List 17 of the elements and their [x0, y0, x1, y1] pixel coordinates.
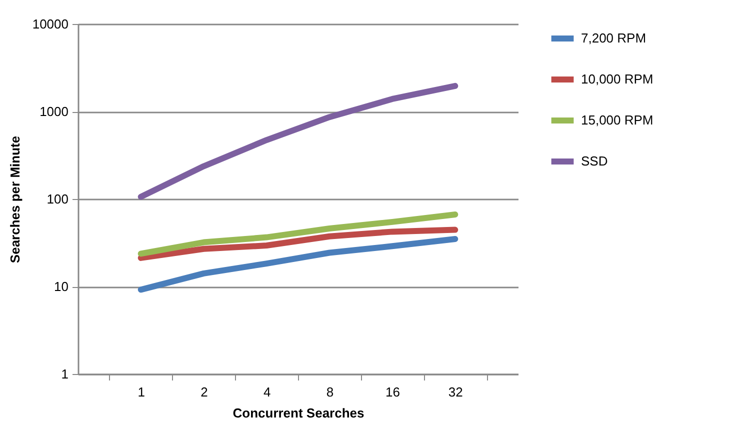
y-tick-label: 1 — [61, 366, 68, 382]
legend-label: SSD — [581, 154, 608, 168]
x-axis-title: Concurrent Searches — [232, 406, 364, 420]
y-tick-label: 1000 — [40, 104, 68, 119]
x-tick-label: 1 — [138, 384, 145, 400]
legend-label: 7,200 RPM — [581, 30, 646, 46]
y-tick-label: 10000 — [32, 16, 68, 32]
y-axis-title: Searches per Minute — [7, 136, 22, 264]
x-tick-label: 32 — [448, 384, 463, 400]
x-tick-label: 2 — [200, 384, 208, 400]
x-tick-label: 16 — [386, 384, 400, 400]
legend-label: 15,000 RPM — [581, 112, 654, 128]
y-tick-label: 10 — [54, 279, 68, 294]
y-tick-label: 100 — [46, 192, 68, 206]
x-tick-label: 8 — [326, 384, 334, 400]
x-tick-label: 4 — [263, 384, 271, 400]
legend-label: 10,000 RPM — [581, 72, 654, 86]
